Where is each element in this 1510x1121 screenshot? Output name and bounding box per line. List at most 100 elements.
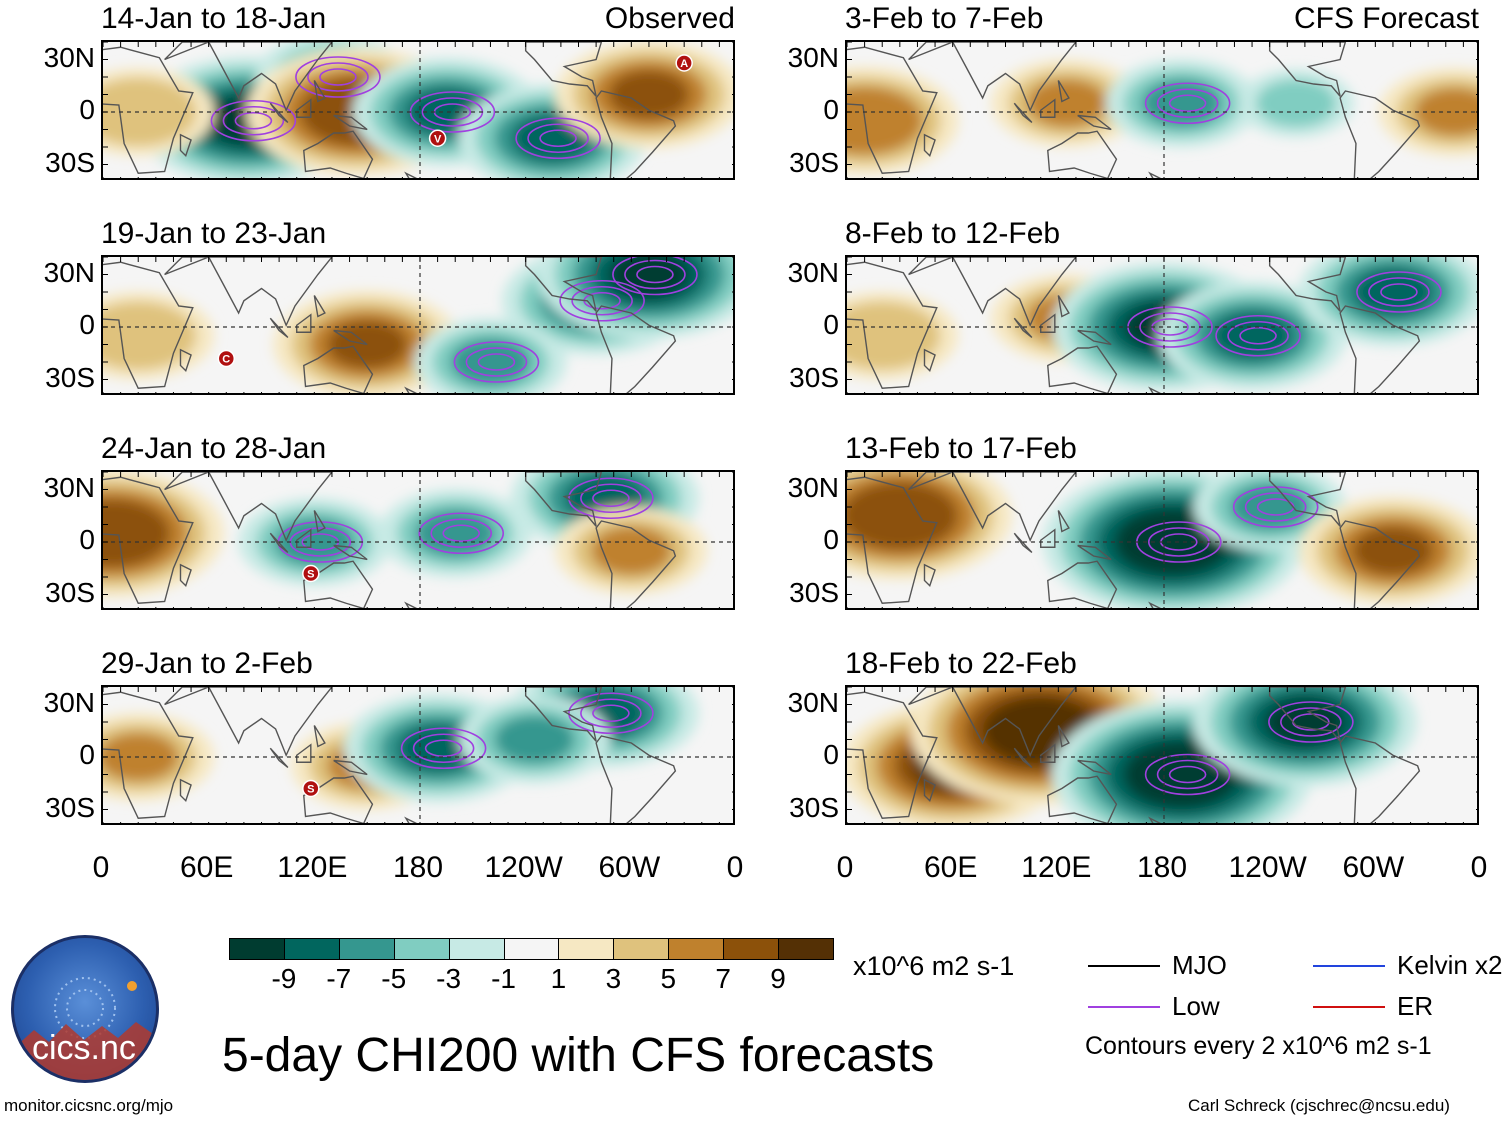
- map-canvas: VA: [103, 42, 733, 178]
- colorbar-tick-label: 3: [605, 963, 622, 994]
- low-contour-line: [539, 129, 577, 148]
- storm-marker-letter: S: [307, 784, 314, 796]
- anomaly-contour: [1256, 79, 1337, 128]
- low-contour-line: [1227, 320, 1289, 351]
- colorbar-swatch: [503, 938, 560, 960]
- coastline: [524, 472, 603, 527]
- coastline: [164, 687, 333, 758]
- colorbar-tick-label: 1: [550, 963, 567, 994]
- coastline: [1148, 816, 1162, 823]
- coastline: [1040, 743, 1056, 763]
- coastline: [1047, 560, 1118, 608]
- coastline: [1040, 313, 1056, 333]
- coastline: [847, 261, 938, 389]
- coastline: [923, 133, 936, 158]
- coastline: [1077, 114, 1112, 131]
- coastline: [1013, 532, 1033, 554]
- colorbar-tick-label: 9: [770, 963, 786, 994]
- low-contour-line: [1215, 314, 1301, 357]
- x-tick-label: 0: [1470, 851, 1488, 884]
- x-tick-label: 0: [92, 851, 110, 884]
- y-tick-label: 30S: [45, 576, 95, 608]
- coastline: [908, 42, 1077, 113]
- x-tick-label: 180: [1136, 851, 1188, 884]
- coastline: [296, 98, 312, 118]
- coastline: [1148, 171, 1162, 178]
- legend-label: Low: [1172, 991, 1220, 1021]
- storm-marker-letter: A: [680, 58, 688, 70]
- low-contour-line: [1168, 765, 1207, 784]
- x-tick-label: 120E: [277, 851, 348, 884]
- colorbar-swatch: [283, 938, 340, 960]
- panel-date-title: 8-Feb to 12-Feb: [845, 217, 1061, 250]
- coastline: [524, 42, 603, 97]
- coastline: [908, 472, 1077, 543]
- low-contour-line: [424, 739, 463, 758]
- map-panel: C: [101, 255, 735, 395]
- low-contour-line: [453, 341, 540, 383]
- coastline: [103, 46, 194, 174]
- low-contour-line: [568, 477, 654, 520]
- storm-marker-letter: V: [434, 133, 442, 145]
- storm-marker-letter: C: [222, 354, 230, 366]
- coastline: [164, 257, 333, 328]
- y-tick-label: 0: [79, 739, 95, 770]
- x-tick-label: 60E: [923, 851, 978, 884]
- anomaly-contour: [608, 70, 689, 119]
- coastline: [1077, 544, 1112, 561]
- coastline: [296, 528, 312, 548]
- y-tick-label: 30S: [45, 361, 95, 393]
- coastline: [103, 476, 194, 604]
- y-tick-label: 0: [79, 94, 95, 125]
- footer-url[interactable]: monitor.cicsnc.org/mjo: [4, 1096, 174, 1115]
- y-tick-label: 30N: [787, 686, 839, 718]
- colorbar-swatch: [558, 938, 615, 960]
- anomaly-contour: [591, 526, 672, 575]
- coastline: [179, 563, 192, 588]
- colorbar-tick-label: 7: [715, 963, 731, 994]
- low-contour-line: [592, 704, 630, 723]
- x-tick-label: 180: [392, 851, 444, 884]
- y-tick-label: 0: [823, 94, 839, 125]
- y-tick-label: 30N: [43, 471, 95, 503]
- legend-swatch: [1313, 965, 1385, 967]
- map-canvas: S: [103, 687, 733, 823]
- coastline: [595, 305, 677, 393]
- y-tick-label: 30S: [789, 791, 839, 823]
- anomaly-contour: [859, 491, 940, 540]
- coastline: [1057, 80, 1070, 103]
- y-tick-label: 30N: [43, 256, 95, 288]
- low-contour-line: [1144, 753, 1231, 796]
- coastline: [333, 544, 368, 561]
- y-tick-label: 30N: [787, 471, 839, 503]
- low-contour-line: [527, 123, 589, 154]
- y-tick-label: 30N: [787, 256, 839, 288]
- low-contour-line: [1268, 701, 1354, 743]
- x-tick-label: 60E: [179, 851, 234, 884]
- coastline: [313, 510, 326, 533]
- low-contour-line: [1156, 759, 1219, 790]
- low-contour-line: [234, 111, 273, 130]
- coastline: [847, 476, 938, 604]
- map-panel: [845, 40, 1479, 180]
- coastline: [923, 778, 936, 803]
- panel-date-title: 14-Jan to 18-Jan: [101, 2, 327, 35]
- coastline: [595, 90, 677, 178]
- coastline: [269, 532, 289, 554]
- coastline: [103, 691, 194, 819]
- anomaly-contour: [1352, 526, 1433, 575]
- coastline: [269, 747, 289, 769]
- map-canvas: [847, 687, 1477, 823]
- legend-label: MJO: [1172, 950, 1227, 980]
- map-panel: [845, 255, 1479, 395]
- coastline: [1077, 759, 1112, 776]
- map-canvas: C: [103, 257, 733, 393]
- colorbar-swatch: [393, 938, 450, 960]
- low-contour-line: [1280, 707, 1342, 737]
- coastline: [313, 80, 326, 103]
- logo-text: cics.nc: [32, 1029, 136, 1067]
- storm-marker: [217, 349, 236, 368]
- colorbar-tick-label: -9: [271, 963, 297, 994]
- low-contour-line: [1156, 88, 1219, 119]
- coastline: [313, 725, 326, 748]
